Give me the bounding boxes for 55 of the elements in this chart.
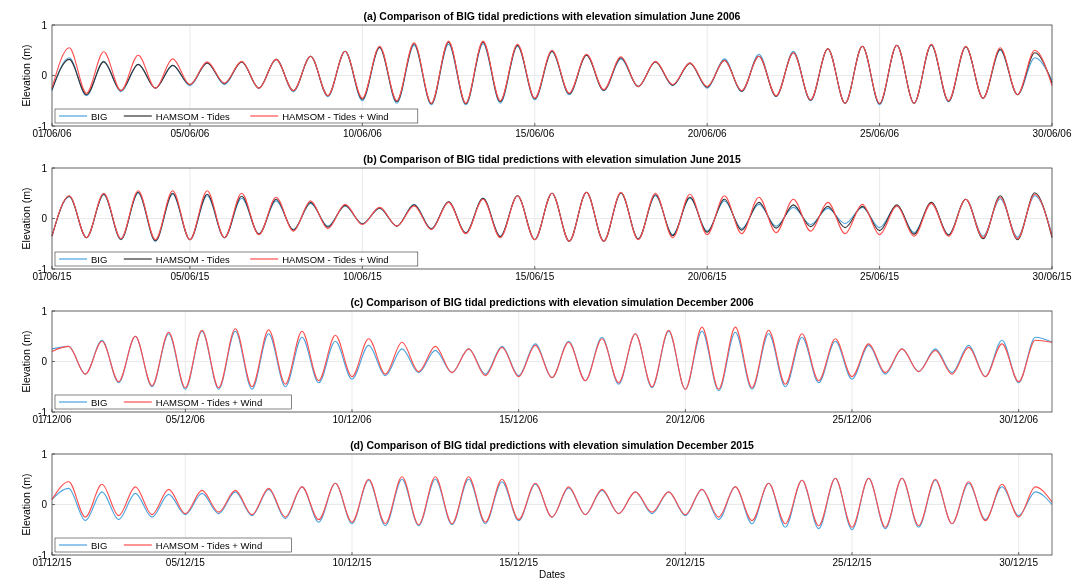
legend-label: HAMSOM - Tides xyxy=(155,253,230,265)
legend-label: BIG xyxy=(91,539,108,551)
x-axis-title: Dates xyxy=(538,569,566,580)
y-tick-label: 0 xyxy=(41,356,48,367)
x-tick-label: 15/12/06 xyxy=(499,414,539,425)
x-tick-label: 30/06/15 xyxy=(1032,271,1072,282)
legend-label: BIG xyxy=(91,253,108,265)
x-tick-label: 15/06/15 xyxy=(515,271,555,282)
x-tick-label: 05/12/06 xyxy=(165,414,206,425)
x-tick-label: 10/06/06 xyxy=(342,128,383,139)
x-tick-label: 01/06/06 xyxy=(32,128,72,139)
y-axis-title: Elevation (m) xyxy=(20,44,32,107)
y-axis-title: Elevation (m) xyxy=(20,330,32,393)
y-axis-title: Elevation (m) xyxy=(20,187,32,250)
x-tick-label: 15/06/06 xyxy=(515,128,555,139)
y-axis-title: Elevation (m) xyxy=(20,473,32,536)
y-tick-label: 1 xyxy=(41,19,48,31)
x-tick-label: 20/06/15 xyxy=(687,271,728,282)
chart-title: (a) Comparison of BIG tidal predictions with elevation simulation June 2006 xyxy=(363,10,741,22)
x-tick-label: 20/12/06 xyxy=(665,414,706,425)
legend-label: HAMSOM - Tides xyxy=(155,110,230,122)
x-tick-label: 25/06/06 xyxy=(860,128,900,139)
legend-label: HAMSOM - Tides + Wind xyxy=(282,110,389,122)
chart-title: (b) Comparison of BIG tidal predictions with elevation simulation June 2015 xyxy=(363,153,741,165)
x-tick-label: 30/12/15 xyxy=(999,557,1039,568)
chart-title: (c) Comparison of BIG tidal predictions with elevation simulation December 2006 xyxy=(350,296,754,308)
y-tick-label: 1 xyxy=(41,162,48,174)
y-tick-label: 1 xyxy=(41,448,48,460)
legend-label: HAMSOM - Tides + Wind xyxy=(155,396,263,408)
x-tick-label: 01/06/15 xyxy=(32,271,72,282)
x-tick-label: 20/12/15 xyxy=(665,557,706,568)
legend-label: BIG xyxy=(91,110,108,122)
x-tick-label: 10/12/15 xyxy=(332,557,372,568)
x-tick-label: 20/06/06 xyxy=(687,128,728,139)
x-tick-label: 30/06/06 xyxy=(1032,128,1072,139)
y-tick-label: 0 xyxy=(41,499,48,510)
x-tick-label: 05/12/15 xyxy=(165,557,206,568)
y-tick-label: 1 xyxy=(41,305,48,317)
x-tick-label: 10/06/15 xyxy=(342,271,383,282)
y-tick-label: 0 xyxy=(41,70,48,81)
legend-label: HAMSOM - Tides + Wind xyxy=(282,253,389,265)
x-tick-label: 25/12/15 xyxy=(832,557,872,568)
x-tick-label: 01/12/15 xyxy=(32,557,72,568)
chart-title: (d) Comparison of BIG tidal predictions with elevation simulation December 2015 xyxy=(350,439,755,451)
x-tick-label: 25/06/15 xyxy=(860,271,900,282)
x-tick-label: 05/06/06 xyxy=(170,128,210,139)
x-tick-label: 05/06/15 xyxy=(170,271,210,282)
x-tick-label: 01/12/06 xyxy=(32,414,72,425)
x-tick-label: 30/12/06 xyxy=(999,414,1039,425)
y-tick-label: 0 xyxy=(41,213,48,224)
legend-label: HAMSOM - Tides + Wind xyxy=(155,539,263,551)
x-tick-label: 15/12/15 xyxy=(499,557,539,568)
legend-label: BIG xyxy=(91,396,108,408)
x-tick-label: 25/12/06 xyxy=(832,414,872,425)
x-tick-label: 10/12/06 xyxy=(332,414,372,425)
